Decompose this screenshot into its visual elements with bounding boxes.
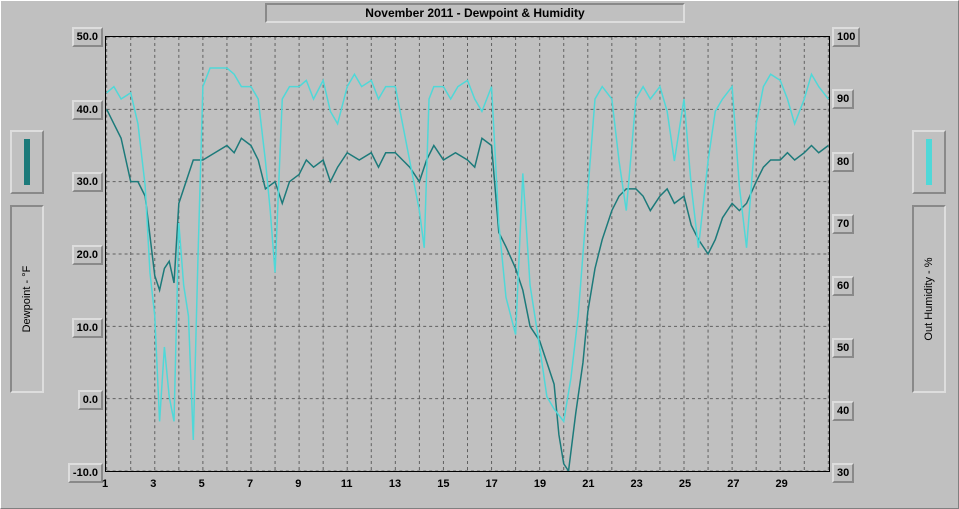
x-tick: 15 bbox=[437, 478, 449, 490]
x-tick: 9 bbox=[295, 478, 301, 490]
legend-line-dewpoint bbox=[24, 139, 30, 185]
x-tick: 21 bbox=[582, 478, 594, 490]
y-left-label: Dewpoint - °F bbox=[21, 266, 33, 333]
x-tick: 5 bbox=[199, 478, 205, 490]
legend-swatch-humidity bbox=[912, 130, 946, 194]
x-tick: 23 bbox=[631, 478, 643, 490]
y-left-tick: 40.0 bbox=[72, 100, 103, 120]
chart-title-text: November 2011 - Dewpoint & Humidity bbox=[365, 6, 584, 20]
y-left-tick: 10.0 bbox=[72, 318, 103, 338]
y-left-tick: -10.0 bbox=[68, 463, 103, 483]
y-right-tick: 80 bbox=[832, 152, 854, 172]
y-right-tick: 60 bbox=[832, 276, 854, 296]
x-tick: 29 bbox=[776, 478, 788, 490]
y-right-tick: 40 bbox=[832, 401, 854, 421]
x-tick: 3 bbox=[150, 478, 156, 490]
x-tick: 11 bbox=[341, 478, 353, 490]
y-left-tick: 20.0 bbox=[72, 245, 103, 265]
x-tick: 27 bbox=[727, 478, 739, 490]
legend-line-humidity bbox=[926, 139, 932, 185]
plot-svg bbox=[106, 37, 829, 471]
y-right-tick: 50 bbox=[832, 338, 854, 358]
x-tick: 13 bbox=[389, 478, 401, 490]
x-tick: 7 bbox=[247, 478, 253, 490]
x-tick: 1 bbox=[102, 478, 108, 490]
legend-swatch-dewpoint bbox=[10, 130, 44, 194]
y-left-tick: 0.0 bbox=[78, 390, 103, 410]
x-tick: 25 bbox=[679, 478, 691, 490]
y-left-label-box: Dewpoint - °F bbox=[10, 205, 44, 393]
y-right-label: Out Humidity - % bbox=[923, 257, 935, 340]
y-left-tick: 30.0 bbox=[72, 172, 103, 192]
x-tick: 19 bbox=[534, 478, 546, 490]
x-tick: 17 bbox=[486, 478, 498, 490]
plot-area bbox=[105, 36, 830, 472]
y-left-tick: 50.0 bbox=[72, 27, 103, 47]
y-right-tick: 30 bbox=[832, 463, 854, 483]
chart-title: November 2011 - Dewpoint & Humidity bbox=[265, 3, 685, 23]
y-right-tick: 70 bbox=[832, 214, 854, 234]
y-right-tick: 100 bbox=[832, 27, 860, 47]
y-right-label-box: Out Humidity - % bbox=[912, 205, 946, 393]
y-right-tick: 90 bbox=[832, 89, 854, 109]
